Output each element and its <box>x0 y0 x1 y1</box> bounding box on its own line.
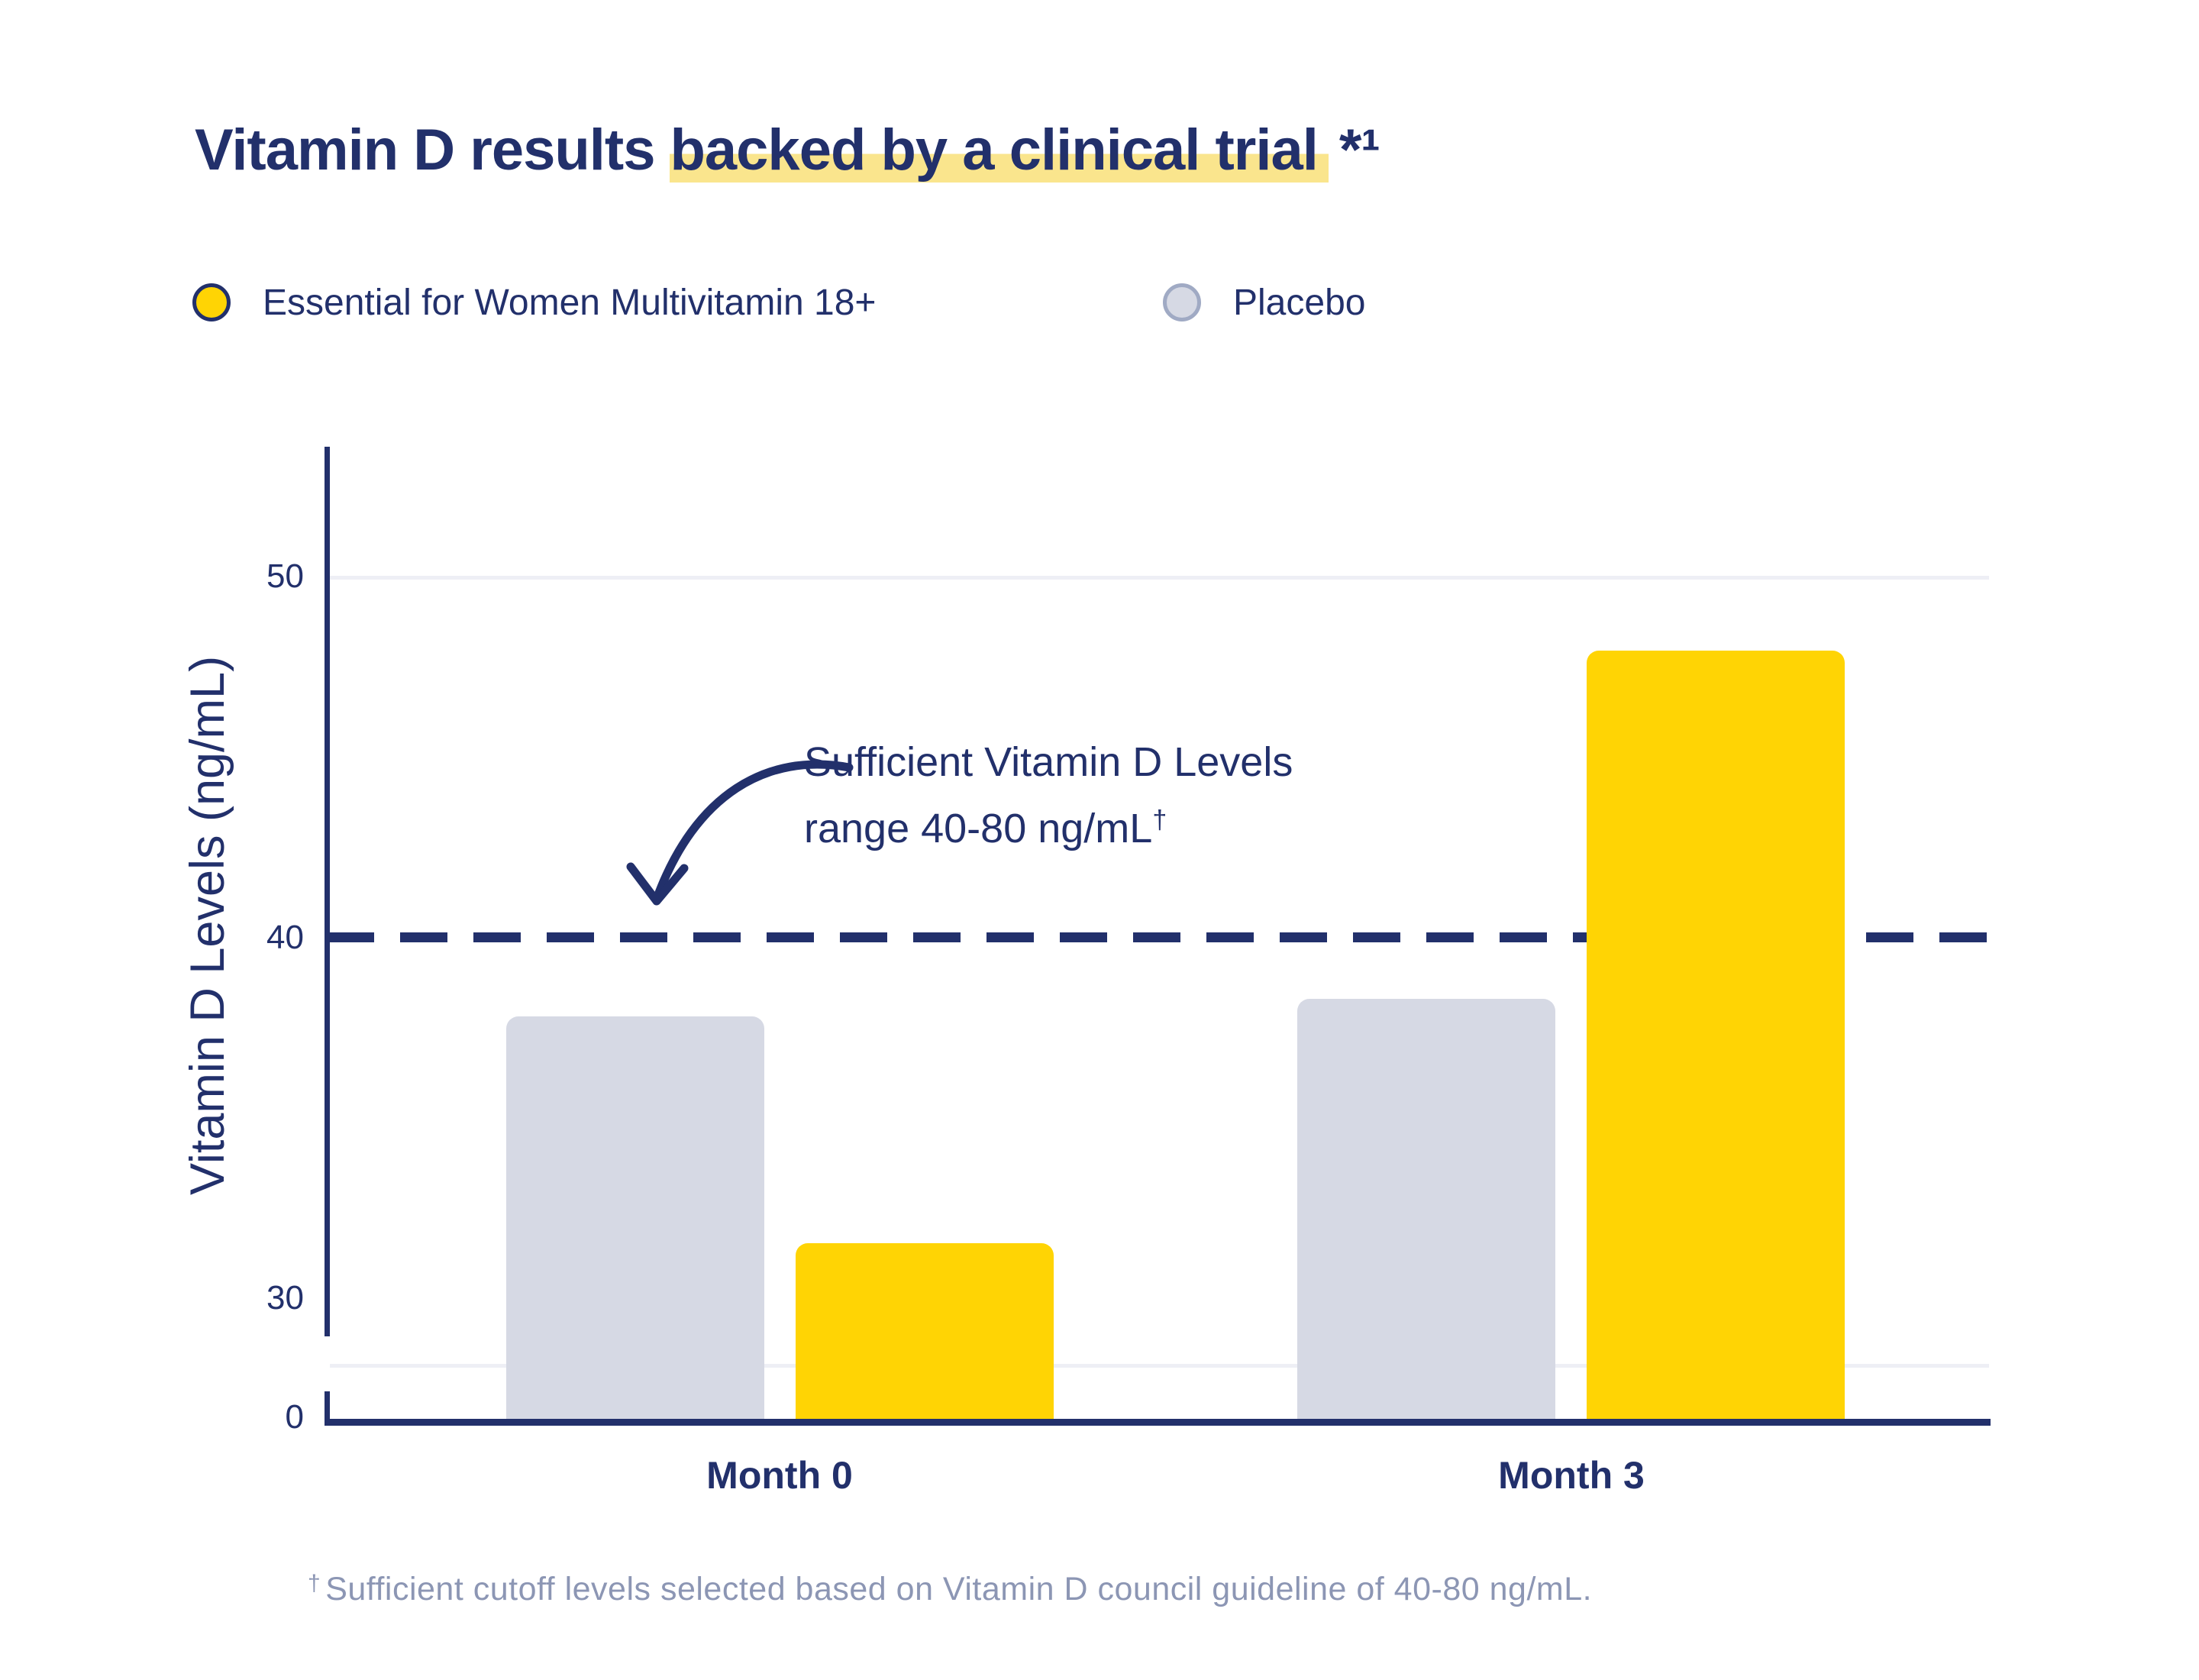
bar-month3-placebo <box>1297 998 1555 1420</box>
legend-label-multivitamin: Essential for Women Multivitamin 18+ <box>263 282 877 323</box>
title-highlighted: backed by a clinical trial <box>670 118 1329 183</box>
gridline-axis-break <box>330 1364 1989 1368</box>
curved-arrow-icon <box>626 760 854 906</box>
threshold-annotation: Sufficient Vitamin D Levels range 40-80 … <box>804 733 1293 858</box>
legend-item-multivitamin: Essential for Women Multivitamin 18+ <box>192 281 876 324</box>
x-tick-month0: Month 0 <box>706 1454 853 1497</box>
y-tick-30: 30 <box>266 1279 304 1317</box>
page-title: Vitamin D results backed by a clinical tr… <box>195 115 1380 186</box>
y-tick-50: 50 <box>266 557 304 595</box>
annotation-line2: range 40-80 ng/mL† <box>804 806 1167 851</box>
bar-month0-placebo <box>506 1016 764 1420</box>
multivitamin-legend-dot-icon <box>192 283 231 321</box>
footnote: † Sufficient cutoff levels selected based… <box>308 1571 1592 1608</box>
footnote-dagger: † <box>308 1571 321 1596</box>
gridline-50 <box>330 576 1989 580</box>
y-axis-line-upper-segment <box>325 447 330 1336</box>
legend-item-placebo: Placebo <box>1163 281 1365 324</box>
x-axis-line <box>325 1419 1991 1426</box>
title-footnote-marker: *¹ <box>1338 118 1380 183</box>
legend-label-placebo: Placebo <box>1233 282 1366 323</box>
placebo-legend-dot-icon <box>1163 283 1201 321</box>
y-axis-line-lower-segment <box>325 1391 330 1423</box>
y-tick-0: 0 <box>285 1398 304 1436</box>
y-tick-40: 40 <box>266 919 304 956</box>
annotation-dagger: † <box>1152 806 1167 835</box>
threshold-dashed-line-40 <box>327 932 1991 942</box>
x-tick-month3: Month 3 <box>1498 1454 1645 1497</box>
title-pre: Vitamin D results <box>195 118 655 183</box>
bar-month3-multivitamin <box>1587 651 1845 1420</box>
bar-month0-multivitamin <box>796 1242 1054 1420</box>
footnote-text: Sufficient cutoff levels selected based … <box>325 1571 1593 1607</box>
annotation-line1: Sufficient Vitamin D Levels <box>804 739 1293 785</box>
